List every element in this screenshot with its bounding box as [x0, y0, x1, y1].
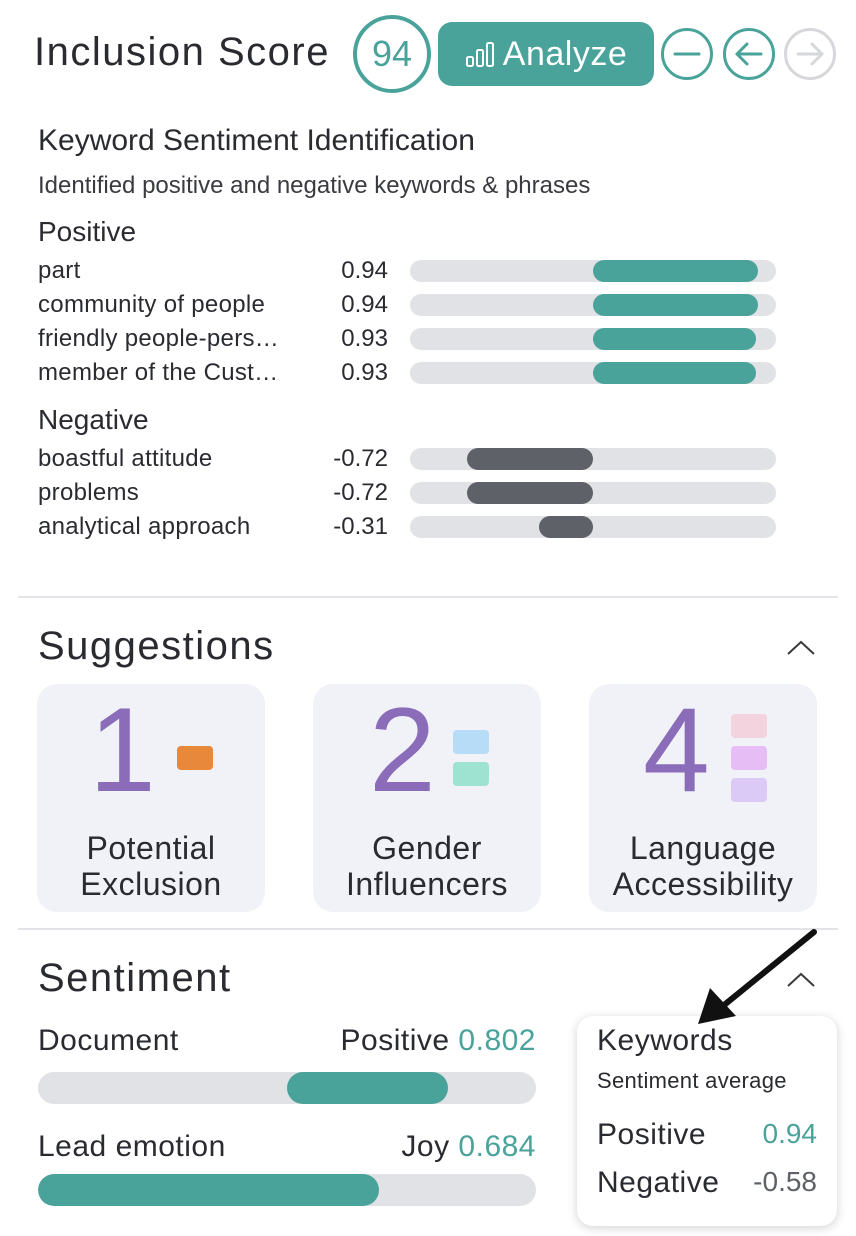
keyword-bar-track — [410, 328, 776, 350]
keywords-card-title: Keywords — [597, 1024, 733, 1057]
keyword-score: 0.94 — [341, 291, 388, 318]
keyword-bar-track — [410, 482, 776, 504]
keyword-label: member of the Cust… — [38, 359, 279, 386]
keyword-row: analytical approach -0.31 — [38, 510, 798, 544]
keyword-label: analytical approach — [38, 513, 251, 540]
suggestion-color-swatch — [731, 714, 767, 738]
keywords-negative-value: -0.58 — [753, 1166, 817, 1197]
keyword-label: friendly people-pers… — [38, 325, 280, 352]
inclusion-score-value: 94 — [371, 33, 413, 74]
suggestion-color-swatch — [453, 762, 489, 786]
pointer-arrow-icon — [698, 929, 817, 1024]
suggestion-label: Gender Influencers — [345, 830, 509, 902]
keyword-score: -0.31 — [333, 513, 388, 540]
keyword-section-subtitle: Identified positive and negative keyword… — [38, 172, 591, 199]
arrow-right-circle-icon[interactable] — [783, 27, 837, 81]
chevron-up-icon[interactable] — [786, 638, 816, 658]
suggestion-color-swatch — [453, 730, 489, 754]
document-sentiment-bar-fill — [287, 1072, 449, 1104]
keyword-label: boastful attitude — [38, 445, 213, 472]
keyword-label: community of people — [38, 291, 266, 318]
keywords-card-subtitle: Sentiment average — [597, 1068, 787, 1093]
keyword-bar-track — [410, 516, 776, 538]
lead-emotion-bar-track — [38, 1174, 536, 1206]
keyword-label: part — [38, 257, 81, 284]
lead-emotion-bar-fill — [38, 1174, 379, 1206]
analyze-button-label: Analyze — [502, 34, 628, 73]
keyword-bar-fill — [593, 260, 758, 282]
arrow-left-circle-icon[interactable] — [722, 27, 776, 81]
suggestion-count: 2 — [369, 683, 436, 817]
minus-circle-icon[interactable] — [660, 27, 714, 81]
keyword-bar-fill — [593, 362, 756, 384]
suggestions-title: Suggestions — [38, 624, 275, 668]
keyword-bar-track — [410, 362, 776, 384]
suggestion-label: Potential Exclusion — [80, 830, 222, 902]
keyword-bar-track — [410, 260, 776, 282]
keywords-positive-value: 0.94 — [762, 1118, 818, 1149]
suggestion-count: 4 — [643, 683, 710, 817]
section-divider — [18, 596, 838, 598]
suggestion-color-swatch — [731, 778, 767, 802]
keyword-section-title: Keyword Sentiment Identification — [38, 124, 475, 157]
document-sentiment-bar-track — [38, 1072, 536, 1104]
chevron-up-icon[interactable] — [786, 970, 816, 990]
document-sentiment-value: Positive 0.802 — [340, 1024, 536, 1057]
lead-emotion-value: Joy 0.684 — [401, 1130, 536, 1163]
suggestion-card-language-accessibility[interactable]: 4 Language Accessibility — [589, 684, 817, 912]
suggestion-card-gender-influencers[interactable]: 2 Gender Influencers — [313, 684, 541, 912]
keyword-bar-fill — [593, 294, 758, 316]
keyword-bar-track — [410, 294, 776, 316]
keyword-score: 0.93 — [341, 359, 388, 386]
keyword-bar-fill — [593, 328, 756, 350]
page-title: Inclusion Score — [34, 30, 330, 74]
score-ring — [353, 15, 431, 93]
keyword-score: -0.72 — [333, 479, 388, 506]
keyword-score: 0.94 — [341, 257, 388, 284]
keyword-row: friendly people-pers… 0.93 — [38, 322, 798, 356]
suggestion-color-swatch — [731, 746, 767, 770]
positive-group-label: Positive — [38, 216, 137, 247]
keyword-label: problems — [38, 479, 140, 506]
lead-emotion-label: Lead emotion — [38, 1130, 226, 1163]
analyze-button[interactable]: Analyze — [438, 22, 654, 86]
document-sentiment-label: Document — [38, 1024, 179, 1057]
keyword-row: problems -0.72 — [38, 476, 798, 510]
bar-chart-icon — [465, 42, 494, 67]
suggestion-color-swatch — [177, 746, 213, 770]
suggestion-count: 1 — [89, 683, 156, 817]
keywords-negative-label: Negative — [597, 1166, 720, 1199]
keyword-score: -0.72 — [333, 445, 388, 472]
keywords-positive-label: Positive — [597, 1118, 707, 1151]
keyword-row: part 0.94 — [38, 254, 798, 288]
negative-group-label: Negative — [38, 404, 149, 435]
sentiment-title: Sentiment — [38, 956, 232, 1000]
keyword-bar-fill — [467, 448, 593, 470]
keyword-row: community of people 0.94 — [38, 288, 798, 322]
keyword-row: boastful attitude -0.72 — [38, 442, 798, 476]
keyword-row: member of the Cust… 0.93 — [38, 356, 798, 390]
keyword-bar-fill — [467, 482, 593, 504]
keyword-bar-fill — [538, 516, 593, 538]
suggestion-label: Language Accessibility — [612, 830, 794, 902]
suggestion-card-potential-exclusion[interactable]: 1 Potential Exclusion — [37, 684, 265, 912]
section-divider — [18, 928, 838, 930]
keywords-sentiment-average-card: Keywords Sentiment average Positive 0.94… — [577, 1016, 837, 1226]
keyword-bar-track — [410, 448, 776, 470]
keyword-score: 0.93 — [341, 325, 388, 352]
